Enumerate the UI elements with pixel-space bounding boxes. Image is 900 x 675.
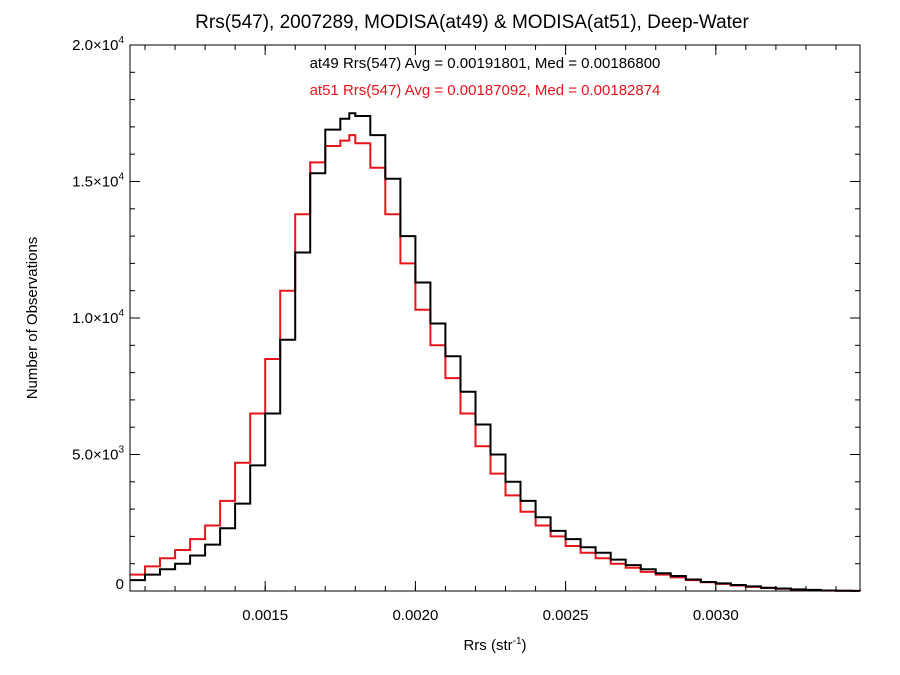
y-tick-label: 0 (116, 576, 124, 593)
x-axis-label: Rrs (str-1) (463, 636, 526, 654)
y-axis: 0 5.0×103 1.0×104 1.5×104 2.0×104 (72, 35, 860, 593)
x-axis-label-exponent: -1 (513, 636, 522, 647)
y-tick-label: 1.5×104 (72, 172, 124, 191)
plot-area (130, 112, 861, 592)
x-axis: 0.0015 0.0020 0.0025 0.0030 (144, 45, 837, 624)
series-at49-line (130, 112, 861, 592)
x-axis-label-suffix: ) (522, 637, 527, 654)
x-tick-label: 0.0020 (392, 607, 438, 624)
x-tick-label: 0.0030 (693, 607, 739, 624)
legend-entry-at49: at49 Rrs(547) Avg = 0.00191801, Med = 0.… (310, 55, 661, 72)
y-axis-label: Number of Observations (24, 237, 41, 400)
x-axis-label-main: Rrs (str (463, 637, 512, 654)
legend-entry-at51: at51 Rrs(547) Avg = 0.00187092, Med = 0.… (310, 82, 661, 99)
chart-title: Rrs(547), 2007289, MODISA(at49) & MODISA… (195, 12, 749, 33)
y-tick-label: 2.0×104 (72, 35, 124, 54)
x-tick-label: 0.0025 (543, 607, 589, 624)
x-tick-label: 0.0015 (242, 607, 288, 624)
y-tick-label: 1.0×104 (72, 308, 124, 327)
y-tick-label: 5.0×103 (72, 445, 124, 464)
